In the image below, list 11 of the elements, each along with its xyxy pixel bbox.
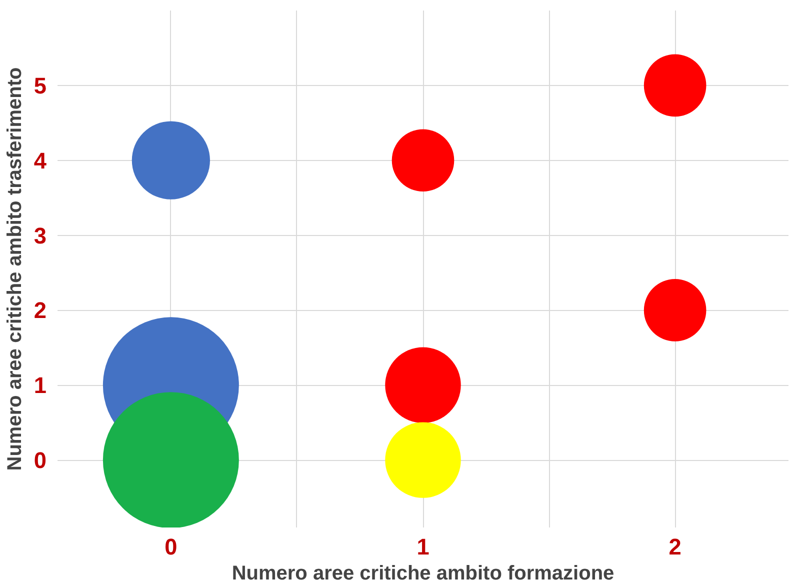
- y-tick-label: 4: [34, 147, 47, 174]
- y-tick-label: 1: [34, 372, 47, 398]
- y-axis-title: Numero aree critiche ambito trasferimento: [4, 67, 26, 471]
- x-axis-title: Numero aree critiche ambito formazione: [232, 562, 614, 584]
- y-tick-label: 5: [34, 72, 47, 98]
- x-tick-label: 2: [668, 534, 682, 560]
- y-tick-label: 3: [34, 222, 47, 248]
- x-tick-label: 0: [164, 534, 178, 560]
- x-tick-label: 1: [416, 534, 430, 560]
- y-tick-label: 2: [34, 297, 47, 324]
- y-tick-label: 0: [34, 447, 47, 474]
